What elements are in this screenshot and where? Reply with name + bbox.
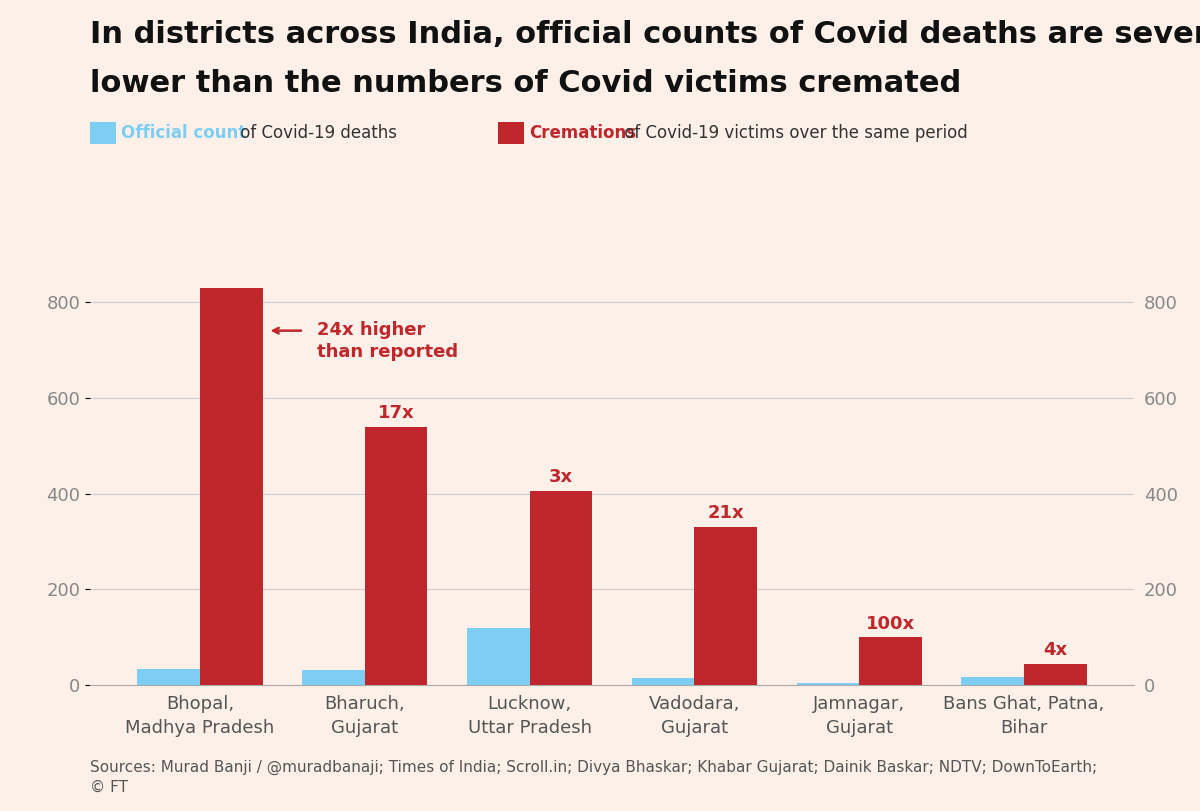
Text: In districts across India, official counts of Covid deaths are several times: In districts across India, official coun… bbox=[90, 20, 1200, 49]
Bar bbox=[365, 427, 427, 685]
Text: Official count: Official count bbox=[121, 124, 246, 142]
Text: 21x: 21x bbox=[707, 504, 744, 522]
Bar bbox=[695, 527, 757, 685]
Bar bbox=[467, 628, 529, 685]
Text: Sources: Murad Banji / @muradbanaji; Times of India; Scroll.in; Divya Bhaskar; K: Sources: Murad Banji / @muradbanaji; Tim… bbox=[90, 760, 1097, 795]
Bar bbox=[859, 637, 922, 685]
Bar bbox=[631, 678, 695, 685]
Text: 100x: 100x bbox=[866, 615, 916, 633]
Text: of Covid-19 deaths: of Covid-19 deaths bbox=[235, 124, 397, 142]
Text: lower than the numbers of Covid victims cremated: lower than the numbers of Covid victims … bbox=[90, 69, 961, 98]
Bar bbox=[200, 288, 263, 685]
Bar bbox=[138, 668, 200, 685]
Text: Cremations: Cremations bbox=[529, 124, 636, 142]
Bar bbox=[529, 491, 593, 685]
Text: of Covid-19 victims over the same period: of Covid-19 victims over the same period bbox=[619, 124, 968, 142]
Text: 24x higher
than reported: 24x higher than reported bbox=[317, 321, 458, 361]
Bar bbox=[961, 676, 1024, 685]
Bar bbox=[797, 683, 859, 685]
Text: 4x: 4x bbox=[1043, 641, 1067, 659]
Bar bbox=[1024, 663, 1086, 685]
Text: 17x: 17x bbox=[378, 404, 414, 422]
Text: 3x: 3x bbox=[548, 469, 572, 487]
Bar bbox=[302, 670, 365, 685]
